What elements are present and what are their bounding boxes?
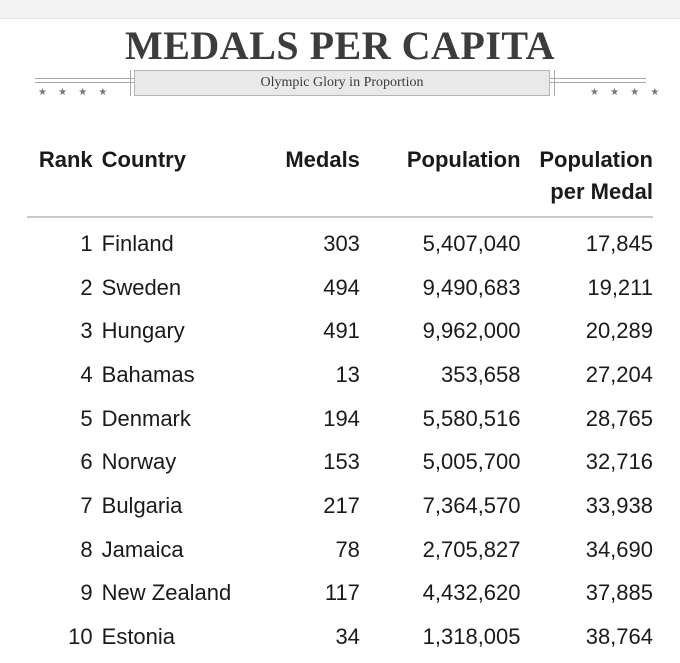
stars-right: ★ ★ ★ ★ (590, 87, 664, 98)
header-population: Population (406, 147, 521, 172)
cell-population-per-medal: 33,938 (585, 492, 653, 518)
cell-medals: 117 (324, 580, 360, 606)
medals-table: Rank Country Medals Population Populatio… (27, 140, 653, 659)
cell-population: 5,407,040 (422, 230, 521, 256)
cell-population-per-medal: 34,690 (585, 536, 653, 562)
table-row: 6 Norway 153 5,005,700 32,716 (27, 440, 653, 484)
cell-medals: 34 (335, 624, 360, 650)
cell-population-per-medal: 28,765 (585, 405, 653, 431)
cell-country: Hungary (101, 318, 185, 344)
cell-rank: 1 (80, 230, 93, 256)
cell-population: 1,318,005 (422, 624, 521, 650)
cell-rank: 4 (80, 361, 93, 387)
cell-medals: 13 (335, 361, 360, 387)
table-row: 8 Jamaica 78 2,705,827 34,690 (27, 528, 653, 572)
table-row: 5 Denmark 194 5,580,516 28,765 (27, 397, 653, 441)
cell-population: 9,962,000 (422, 318, 521, 344)
stars-left: ★ ★ ★ ★ (38, 87, 112, 98)
page-title: MEDALS PER CAPITA (124, 23, 555, 68)
cell-population-per-medal: 37,885 (585, 580, 653, 606)
cell-population-per-medal: 32,716 (585, 449, 653, 475)
cell-rank: 7 (80, 492, 93, 518)
cell-population-per-medal: 38,764 (585, 624, 653, 650)
cell-country: Bulgaria (101, 492, 183, 518)
cell-population-per-medal: 20,289 (585, 318, 653, 344)
cell-medals: 153 (323, 449, 360, 475)
subtitle-banner: Olympic Glory in Proportion (134, 70, 550, 96)
cell-medals: 194 (323, 405, 360, 431)
cell-medals: 491 (323, 318, 360, 344)
table-header-row: Rank Country Medals Population Populatio… (27, 140, 653, 217)
table-row: 1 Finland 303 5,407,040 17,845 (27, 217, 653, 266)
cell-population: 9,490,683 (422, 274, 521, 300)
cell-country: Sweden (101, 274, 182, 300)
cell-rank: 2 (80, 274, 93, 300)
header-rank: Rank (38, 147, 93, 172)
table-row: 9 New Zealand 117 4,432,620 37,885 (27, 572, 653, 616)
cell-rank: 10 (68, 624, 93, 650)
cell-population: 7,364,570 (422, 492, 521, 518)
cell-country: New Zealand (101, 580, 232, 606)
top-bar (0, 0, 680, 19)
cell-medals: 78 (335, 536, 360, 562)
header-ppm-line1: Population (539, 147, 653, 172)
cell-rank: 3 (80, 318, 93, 344)
table-row: 7 Bulgaria 217 7,364,570 33,938 (27, 484, 653, 528)
header-ppm-line2: per Medal (550, 179, 653, 204)
cell-rank: 8 (80, 536, 93, 562)
cell-country: Finland (101, 230, 174, 256)
cell-population: 5,580,516 (422, 405, 521, 431)
cell-country: Bahamas (101, 361, 195, 387)
cell-country: Denmark (101, 405, 191, 431)
cell-rank: 6 (80, 449, 93, 475)
cell-country: Jamaica (101, 536, 184, 562)
cell-population-per-medal: 17,845 (585, 230, 653, 256)
table-row: 4 Bahamas 13 353,658 27,204 (27, 353, 653, 397)
cell-rank: 5 (80, 405, 93, 431)
cell-population: 5,005,700 (422, 449, 521, 475)
table-row: 10 Estonia 34 1,318,005 38,764 (27, 615, 653, 659)
cell-country: Estonia (101, 624, 176, 650)
cell-population: 353,658 (440, 361, 521, 387)
header-population-per-medal: Population per Medal (521, 140, 653, 217)
cell-medals: 494 (323, 274, 360, 300)
cell-medals: 217 (323, 492, 360, 518)
header-medals: Medals (285, 147, 360, 172)
cell-medals: 303 (323, 230, 360, 256)
header-country: Country (101, 147, 186, 172)
cell-population-per-medal: 27,204 (585, 361, 653, 387)
table-row: 3 Hungary 491 9,962,000 20,289 (27, 309, 653, 353)
subtitle: Olympic Glory in Proportion (260, 75, 424, 90)
cell-population: 4,432,620 (422, 580, 521, 606)
cell-population-per-medal: 19,211 (587, 274, 653, 300)
cell-rank: 9 (80, 580, 93, 606)
cell-population: 2,705,827 (422, 536, 521, 562)
cell-country: Norway (101, 449, 177, 475)
table-row: 2 Sweden 494 9,490,683 19,211 (27, 266, 653, 310)
